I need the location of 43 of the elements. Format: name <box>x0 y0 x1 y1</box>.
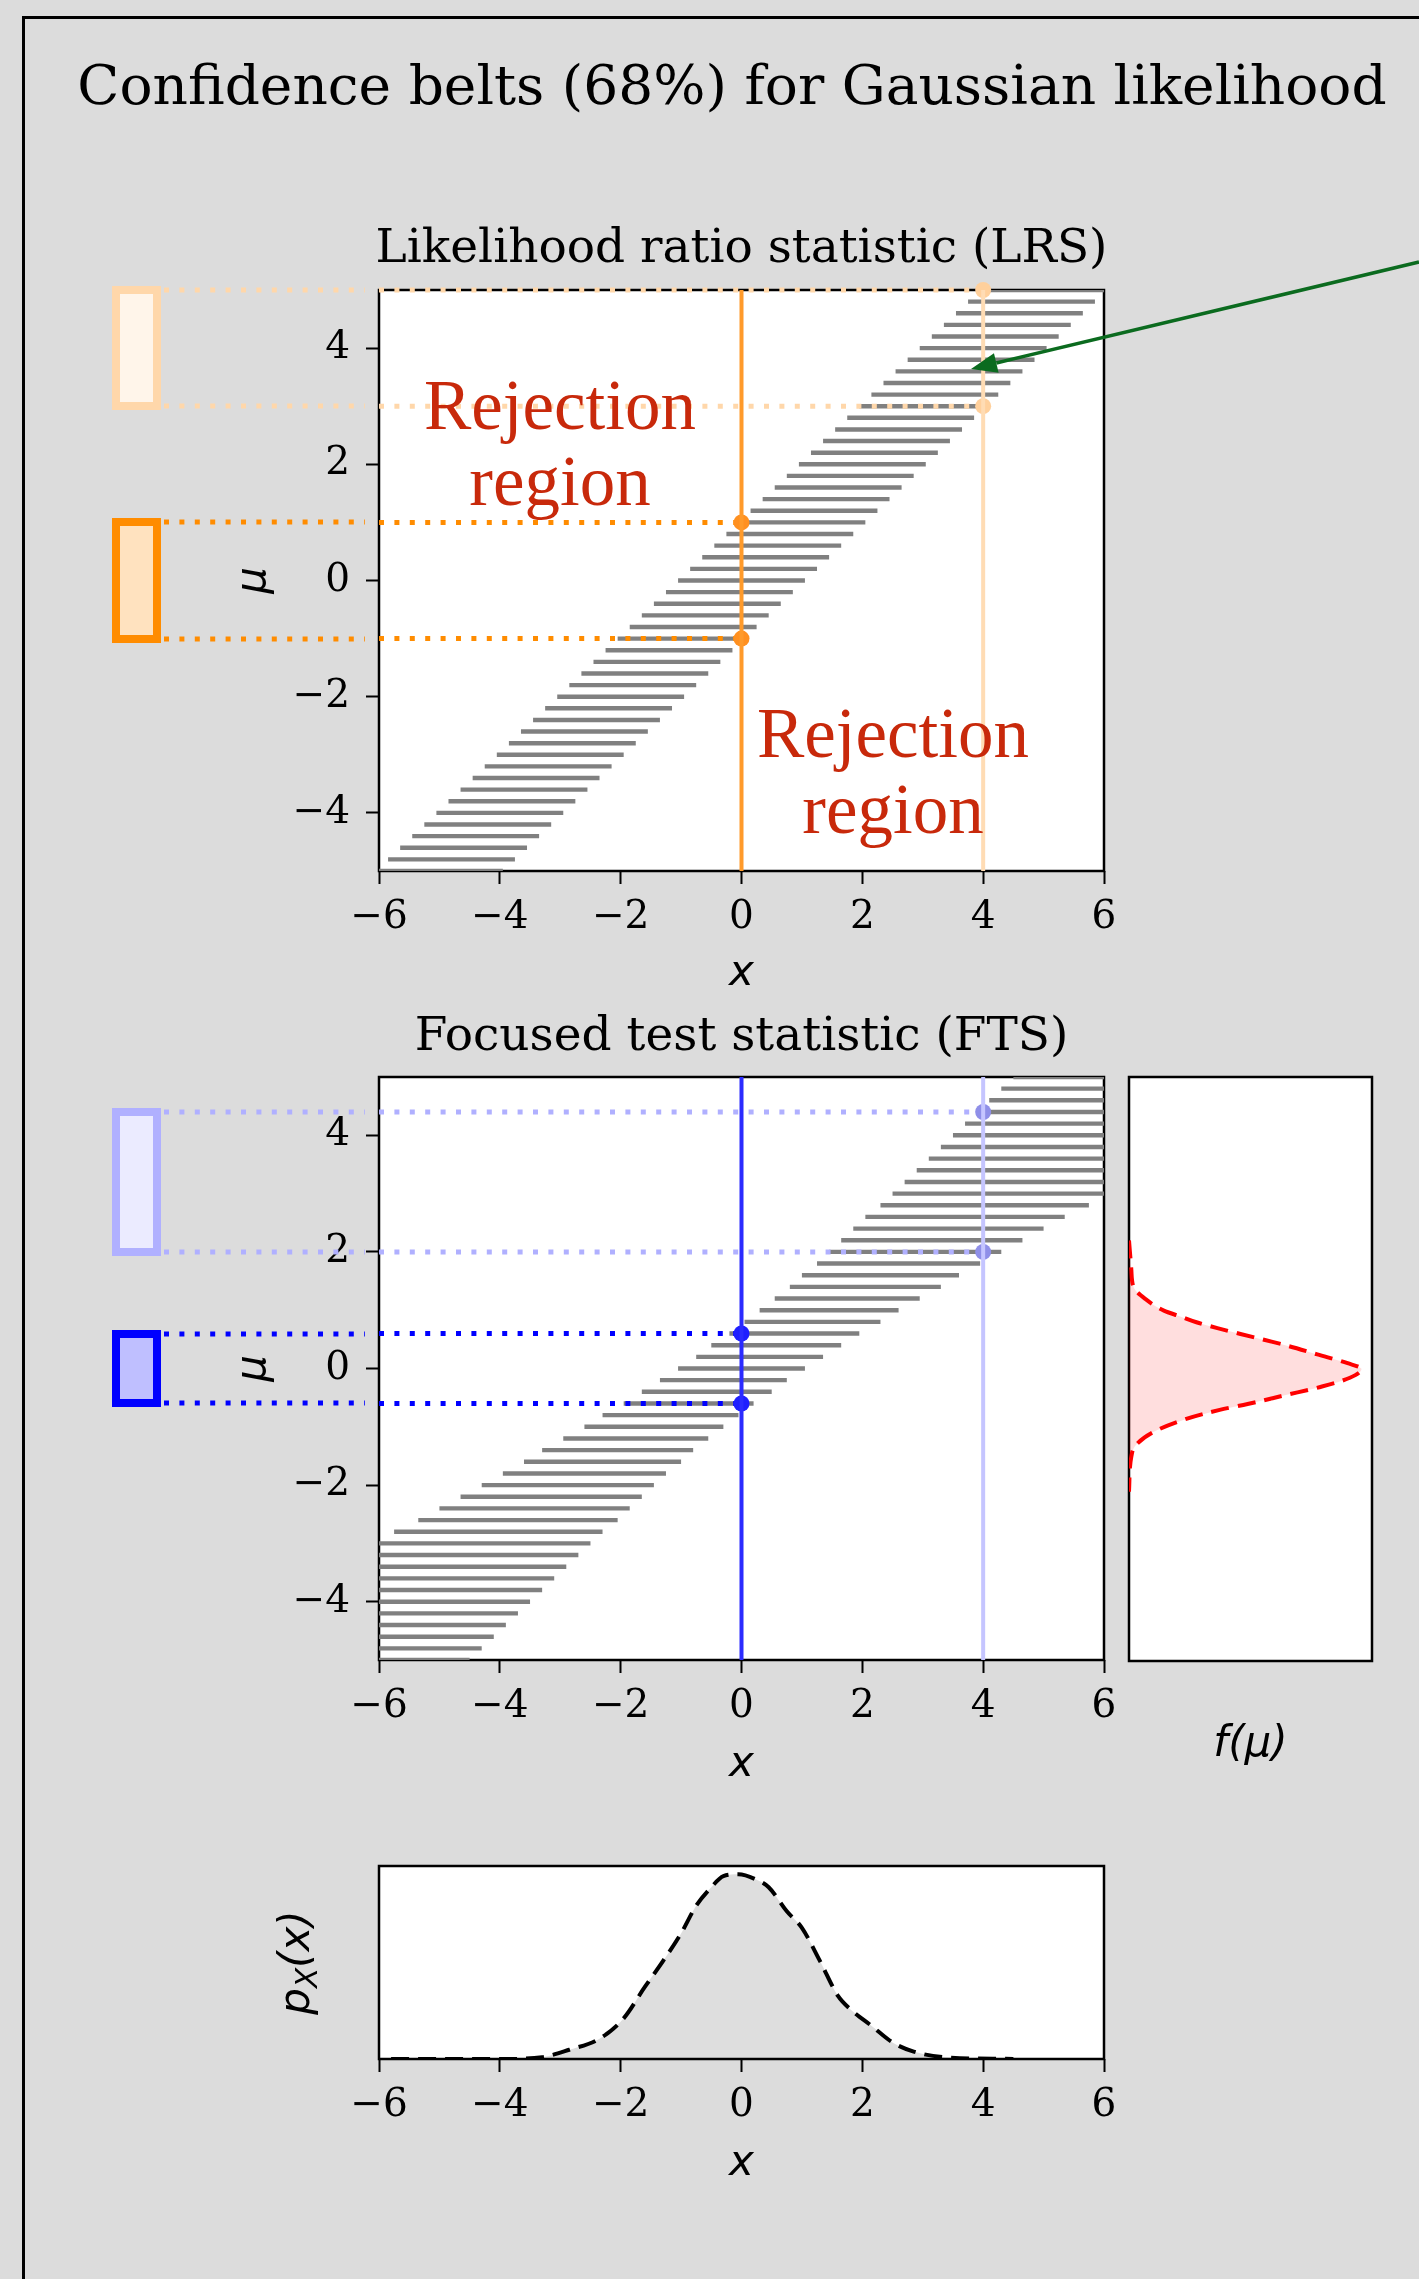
chart-subtitle: Likelihood ratio statistic (LRS) <box>375 218 1108 274</box>
y-tick-label: −4 <box>292 1575 350 1621</box>
x-tick-label: 4 <box>970 891 996 937</box>
chart-title: Confidence belts (68%) for Gaussian likelihood <box>77 53 1387 118</box>
x-tick-label: 0 <box>729 891 754 937</box>
x-tick-label: −4 <box>471 1680 529 1726</box>
x-tick-label: −6 <box>350 2079 408 2125</box>
x-tick-label: 0 <box>729 1680 754 1726</box>
x-tick-label: 6 <box>1091 2079 1117 2125</box>
y-axis-title: μ <box>225 567 275 595</box>
x-tick-label: 4 <box>970 2079 996 2125</box>
x-tick-label: −2 <box>591 2079 650 2125</box>
annotation: Rejection region <box>756 693 1030 848</box>
annotation: Rejection region <box>423 365 697 520</box>
x-axis-title: f(μ) <box>1213 1716 1288 1766</box>
x-tick-label: −6 <box>350 891 408 937</box>
x-axis-title: x <box>727 1736 756 1786</box>
x-tick-label: 2 <box>849 891 875 937</box>
x-tick-label: −6 <box>350 1680 408 1726</box>
y-tick-label: 4 <box>325 322 350 368</box>
x-tick-label: 2 <box>849 1680 875 1726</box>
x-axis-title: x <box>727 945 756 995</box>
y-tick-label: 4 <box>325 1109 350 1155</box>
x-tick-label: 2 <box>849 2079 875 2125</box>
x-tick-label: −4 <box>471 891 529 937</box>
x-axis-title: x <box>727 2135 756 2185</box>
y-tick-label: −4 <box>292 787 350 833</box>
chart-title: Focused test statistic (FTS) <box>414 1006 1069 1062</box>
x-tick-label: 6 <box>1091 1680 1117 1726</box>
x-tick-label: 0 <box>729 2079 754 2125</box>
x-tick-label: −4 <box>471 2079 529 2125</box>
y-axis-title: μ <box>225 1355 275 1383</box>
y-tick-label: 0 <box>325 554 350 600</box>
y-axis-title: pX(x) <box>269 1910 325 2016</box>
y-tick-label: 2 <box>325 438 350 484</box>
y-tick-label: −2 <box>292 670 350 716</box>
x-tick-label: 6 <box>1091 891 1117 937</box>
y-tick-label: 2 <box>325 1226 350 1272</box>
x-tick-label: −2 <box>591 891 650 937</box>
y-tick-label: −2 <box>292 1459 350 1505</box>
y-tick-label: 0 <box>325 1342 350 1388</box>
x-tick-label: 4 <box>970 1680 996 1726</box>
x-tick-label: −2 <box>591 1680 650 1726</box>
